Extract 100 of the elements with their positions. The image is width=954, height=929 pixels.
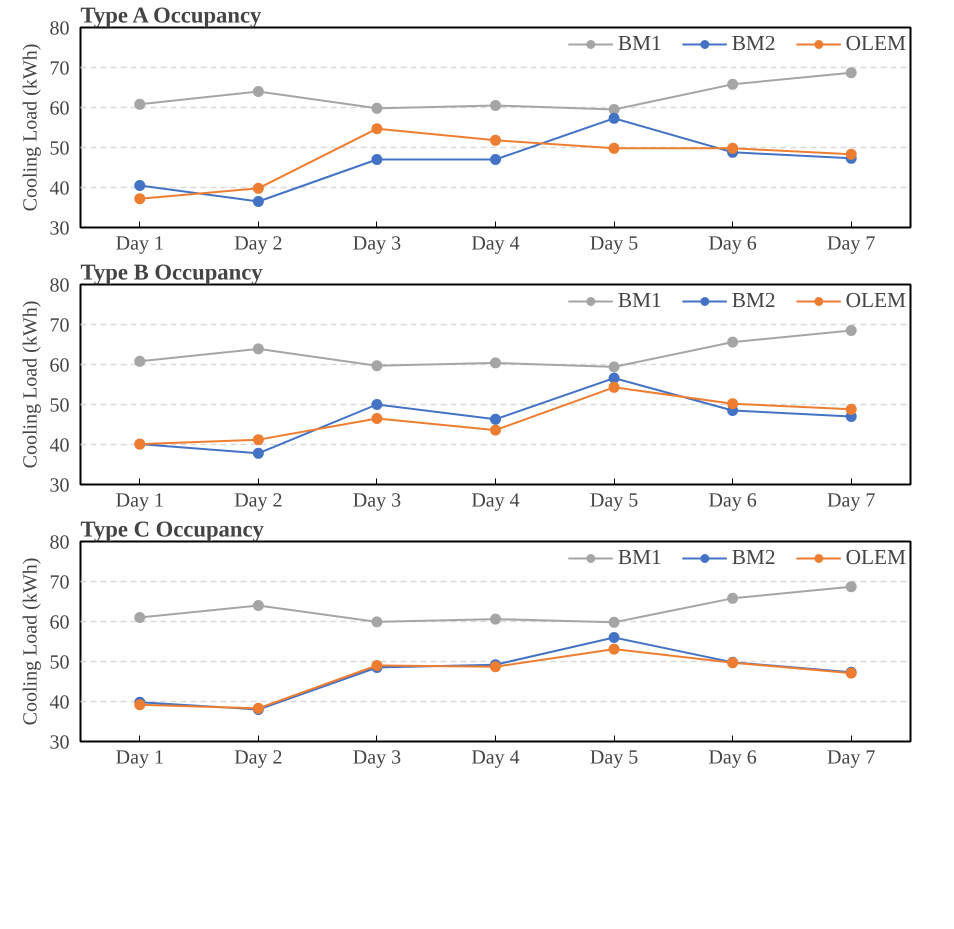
point — [608, 382, 620, 393]
x-tick-label: Day 1 — [116, 490, 164, 512]
x-tick-label: Day 7 — [827, 232, 876, 254]
x-tick-label: Day 2 — [234, 746, 283, 768]
point — [252, 196, 264, 207]
chart-title: Type A Occupancy — [80, 2, 262, 28]
point — [252, 86, 264, 97]
y-tick-label: 30 — [50, 474, 70, 496]
y-tick-label: 80 — [50, 18, 70, 40]
x-tick-label: Day 7 — [827, 490, 876, 512]
point — [490, 614, 501, 625]
point — [371, 616, 382, 628]
y-tick-label: 70 — [50, 572, 70, 594]
point — [252, 182, 264, 194]
x-tick-label: Day 6 — [708, 232, 757, 254]
point — [252, 448, 264, 459]
point — [846, 325, 857, 336]
point — [490, 424, 501, 436]
point — [371, 154, 382, 165]
point — [490, 134, 501, 146]
point — [490, 100, 501, 111]
y-tick-label: 70 — [50, 58, 70, 80]
y-tick-label: 30 — [50, 732, 70, 754]
y-tick-label: 80 — [50, 532, 70, 554]
point — [134, 193, 146, 204]
x-tick-label: Day 7 — [827, 746, 876, 768]
point — [134, 180, 146, 191]
legend-label: BM2 — [732, 31, 776, 56]
x-tick-label: Day 2 — [234, 490, 283, 512]
point — [252, 600, 264, 611]
x-tick-label: Day 6 — [708, 746, 757, 768]
y-tick-label: 80 — [50, 274, 70, 296]
legend-label: OLEM — [846, 31, 906, 56]
y-tick-label: 50 — [50, 394, 70, 416]
legend-label: BM1 — [618, 31, 662, 56]
point — [371, 360, 382, 372]
point — [134, 699, 146, 710]
point — [134, 612, 146, 623]
point — [490, 414, 501, 425]
point — [608, 361, 620, 372]
x-tick-label: Day 4 — [471, 746, 520, 768]
point — [252, 434, 264, 446]
point — [371, 123, 382, 134]
y-tick-label: 40 — [50, 178, 70, 200]
x-tick-label: Day 4 — [471, 490, 520, 512]
y-tick-label: 60 — [50, 354, 70, 376]
legend-label: BM1 — [618, 545, 662, 570]
x-tick-label: Day 4 — [471, 232, 520, 254]
y-tick-label: 50 — [50, 138, 70, 160]
x-tick-label: Day 2 — [234, 232, 283, 254]
y-tick-label: 70 — [50, 314, 70, 336]
legend-label: BM2 — [732, 545, 776, 570]
x-tick-label: Day 3 — [352, 232, 402, 254]
y-tick-label: 30 — [50, 218, 70, 240]
y-tick-label: 60 — [50, 612, 70, 634]
y-tick-label: 40 — [50, 692, 70, 714]
point — [252, 343, 264, 354]
point — [490, 154, 501, 165]
point — [490, 357, 501, 368]
point — [727, 336, 738, 348]
x-tick-label: Day 5 — [590, 232, 638, 254]
point — [846, 581, 857, 592]
legend-label: BM2 — [732, 288, 776, 313]
point — [727, 592, 738, 604]
chart-title: Type B Occupancy — [80, 260, 264, 284]
point — [727, 142, 738, 154]
point — [371, 413, 382, 424]
point — [608, 104, 620, 115]
point — [727, 78, 738, 90]
legend-label: BM1 — [618, 288, 662, 313]
point — [608, 644, 620, 655]
y-axis-title: Cooling Load (kWh) — [20, 44, 42, 212]
y-tick-label: 50 — [50, 652, 70, 674]
point — [846, 67, 857, 78]
legend-label: OLEM — [846, 545, 906, 570]
x-tick-label: Day 5 — [590, 490, 638, 512]
y-tick-label: 40 — [50, 434, 70, 456]
point — [134, 356, 146, 367]
point — [608, 142, 620, 154]
x-tick-label: Day 6 — [708, 490, 757, 512]
point — [608, 632, 620, 643]
point — [371, 399, 382, 410]
point — [608, 372, 620, 384]
y-tick-label: 60 — [50, 98, 70, 120]
point — [371, 102, 382, 114]
chart-title: Type C Occupancy — [80, 516, 265, 542]
point — [846, 404, 857, 415]
point — [134, 98, 146, 110]
y-axis-title: Cooling Load (kWh) — [20, 300, 42, 468]
point — [846, 148, 857, 160]
point — [608, 112, 620, 124]
x-tick-label: Day 1 — [116, 232, 164, 254]
x-tick-label: Day 1 — [116, 746, 164, 768]
x-tick-label: Day 3 — [352, 490, 402, 512]
y-axis-title: Cooling Load (kWh) — [20, 558, 42, 726]
x-tick-label: Day 3 — [352, 746, 402, 768]
point — [608, 616, 620, 628]
x-tick-label: Day 5 — [590, 746, 638, 768]
legend-label: OLEM — [846, 288, 906, 313]
point — [727, 398, 738, 410]
